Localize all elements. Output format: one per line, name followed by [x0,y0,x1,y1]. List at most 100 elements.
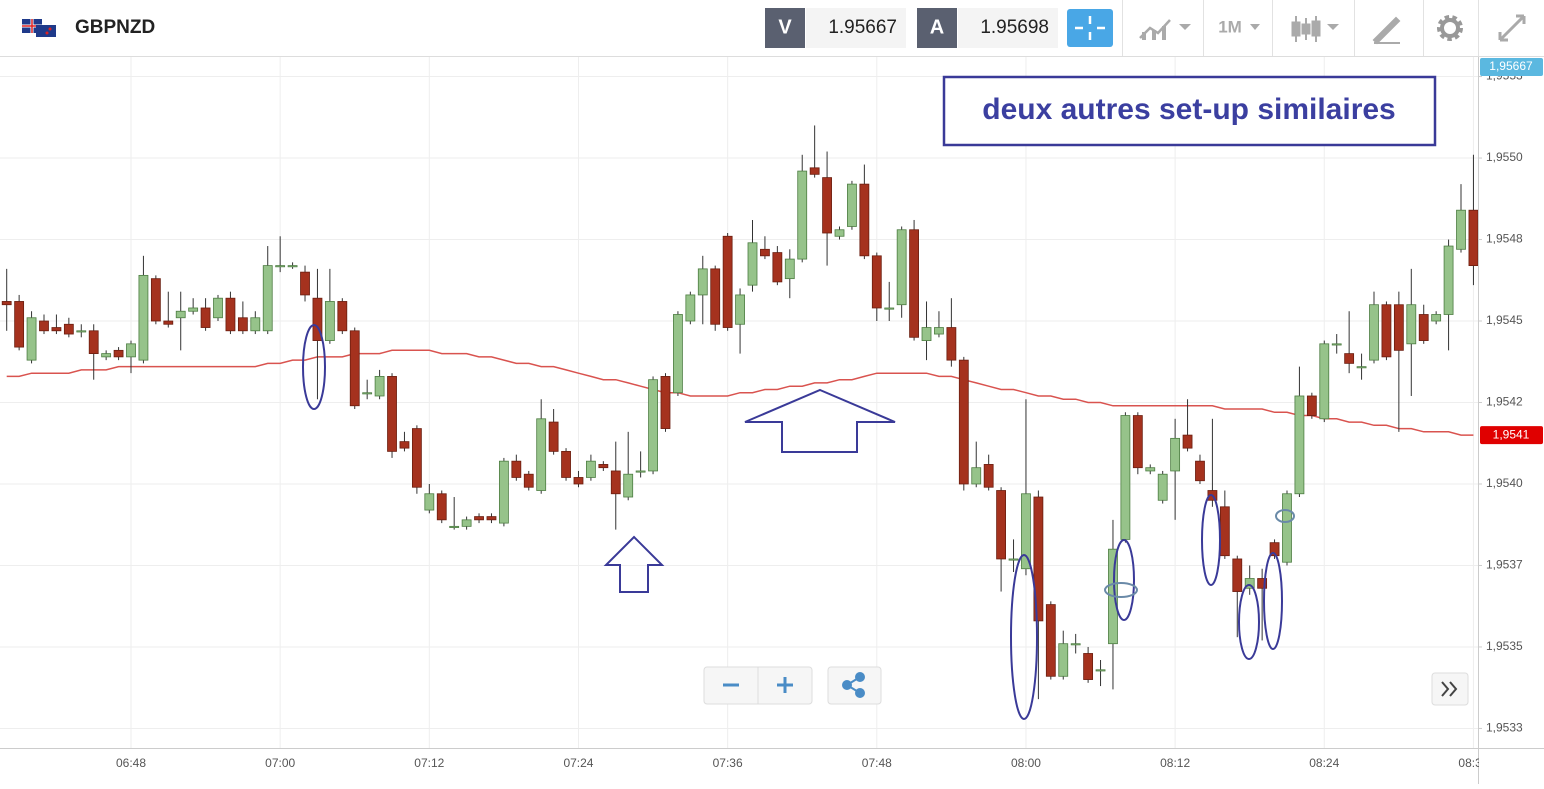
candle-body [300,271,310,296]
candle-body [983,464,994,488]
candle-body [1456,209,1466,250]
candle-body [635,470,646,473]
candle-body [660,376,671,429]
candle-body [1145,467,1156,472]
indicators-button[interactable] [1139,19,1191,40]
candle-body [1257,578,1268,589]
candle-body [1406,304,1417,345]
chart-type-button[interactable] [1291,16,1339,42]
x-tick-label: 08:24 [1309,756,1339,770]
candle-body [138,274,149,361]
candle-body [573,477,584,485]
y-tick-label: 1,9535 [1486,639,1523,653]
candle-body [113,349,124,358]
candle-body [673,314,683,394]
ask-button[interactable] [917,8,957,48]
candle-body [287,265,298,268]
x-tick-label: 08:36 [1458,756,1488,770]
share-button[interactable] [827,666,882,705]
bid-label: V [778,16,792,38]
ma-tag-text: 1,9541 [1493,427,1530,441]
candle-body [784,258,795,280]
arrow [744,388,896,453]
candle-body [1344,353,1355,364]
candle-body [747,242,758,286]
zoom-in[interactable] [777,677,793,693]
candle-body [996,490,1006,560]
candle-body [1083,653,1094,680]
candle-body [225,297,236,332]
candle-body [387,376,397,452]
last-price-text: 1,95667 [1489,59,1533,73]
candle-body [337,301,348,332]
candle-body [175,310,186,319]
candle-body [1418,314,1429,341]
x-tick-label: 08:12 [1160,756,1190,770]
x-axis: 06:48 07:00 07:12 07:24 07:36 07:48 08:00 08:12… [116,756,1488,770]
candle-body [809,167,820,175]
candle-body [213,297,223,319]
candle-body [275,265,286,268]
bid-price: 1.95667 [828,17,897,38]
grid [0,57,1478,748]
candle-body [896,229,907,306]
candle-body [1132,415,1143,469]
scroll-right[interactable] [1431,672,1469,706]
candle-body [859,183,870,257]
ellipse [1010,554,1038,720]
chevrons [1441,681,1458,697]
candle-body [1008,558,1019,561]
candle-body [1356,366,1367,369]
ellipse [1238,584,1260,660]
x-tick-label: 07:36 [713,756,743,770]
fullscreen-button[interactable] [1498,14,1526,42]
candle-body [486,516,497,521]
candle-body [946,327,957,361]
candle-body [561,450,571,478]
crosshair-icon [1075,16,1105,40]
annotations [302,324,1295,720]
candle-body [1033,496,1044,622]
candle-body [1331,343,1342,346]
candle-body [250,317,261,332]
candle-body [797,170,808,260]
x-tick-label: 08:00 [1011,756,1041,770]
candle-body [39,320,49,332]
candle-body [548,421,559,452]
timeframe[interactable]: 1M [1218,17,1242,36]
moving-average [6,349,1474,436]
symbol: GBPNZD [75,17,155,38]
candle-body [399,441,410,449]
y-tick-label: 1,9550 [1486,150,1523,164]
y-tick-label: 1,9548 [1486,232,1523,246]
candle-body [598,464,609,469]
candle-body [1319,343,1330,420]
candle-body [1070,643,1081,646]
settings-button[interactable] [1437,15,1463,41]
candle-body [772,252,783,283]
candle-body [511,460,522,478]
candle-body [1021,493,1031,570]
x-tick-label: 07:12 [414,756,444,770]
candle-body [871,255,882,309]
ask-price: 1.95698 [980,17,1049,38]
annotation-box [942,75,1437,147]
ellipse [302,324,326,410]
candle-body [648,379,658,472]
bid-button[interactable] [765,8,805,48]
plot [1,125,1478,700]
candle-body [1195,460,1205,482]
ellipse [1263,552,1283,650]
bid-field [806,8,906,48]
draw-button[interactable] [1372,16,1401,45]
separators [1122,0,1479,56]
candle-body [586,460,596,478]
ellipse [1113,539,1135,621]
candle-body [126,343,136,358]
candle-body [324,301,335,341]
crosshair-button[interactable] [1067,9,1113,47]
candle-body [722,235,733,328]
x-tick-label: 07:24 [563,756,593,770]
candle-body [1431,314,1442,322]
